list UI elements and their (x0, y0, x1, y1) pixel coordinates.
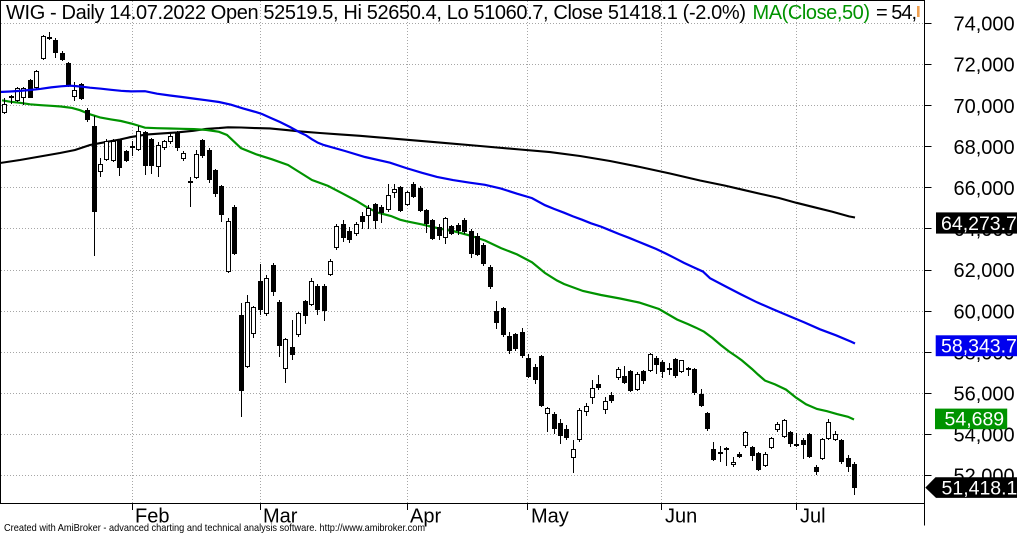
svg-text:WIG - Daily 14.07.2022 Open 52: WIG - Daily 14.07.2022 Open 52519.5, Hi … (6, 2, 746, 24)
svg-text:58,343.7: 58,343.7 (941, 336, 1017, 358)
svg-text:70,000: 70,000 (954, 96, 1015, 118)
svg-text:54,689: 54,689 (945, 409, 1005, 431)
svg-text:Jun: Jun (665, 506, 697, 528)
svg-text:= 54,: = 54, (876, 2, 917, 24)
svg-text:MA(Close,50): MA(Close,50) (753, 2, 871, 24)
svg-text:May: May (531, 506, 569, 528)
svg-text:Mar: Mar (263, 506, 298, 528)
svg-text:Jul: Jul (800, 506, 826, 528)
svg-text:66,000: 66,000 (954, 178, 1015, 200)
svg-text:54,000: 54,000 (954, 425, 1015, 447)
svg-text:Created with AmiBroker - advan: Created with AmiBroker - advanced charti… (4, 522, 425, 534)
svg-text:60,000: 60,000 (954, 301, 1015, 323)
svg-text:Feb: Feb (135, 506, 169, 528)
svg-text:64,273.7: 64,273.7 (941, 213, 1017, 235)
svg-text:74,000: 74,000 (954, 14, 1015, 36)
svg-text:51,418.1: 51,418.1 (942, 477, 1017, 499)
svg-text:56,000: 56,000 (954, 384, 1015, 406)
svg-text:Apr: Apr (410, 506, 441, 528)
svg-text:72,000: 72,000 (954, 55, 1015, 77)
svg-text:68,000: 68,000 (954, 137, 1015, 159)
svg-text:62,000: 62,000 (954, 260, 1015, 282)
